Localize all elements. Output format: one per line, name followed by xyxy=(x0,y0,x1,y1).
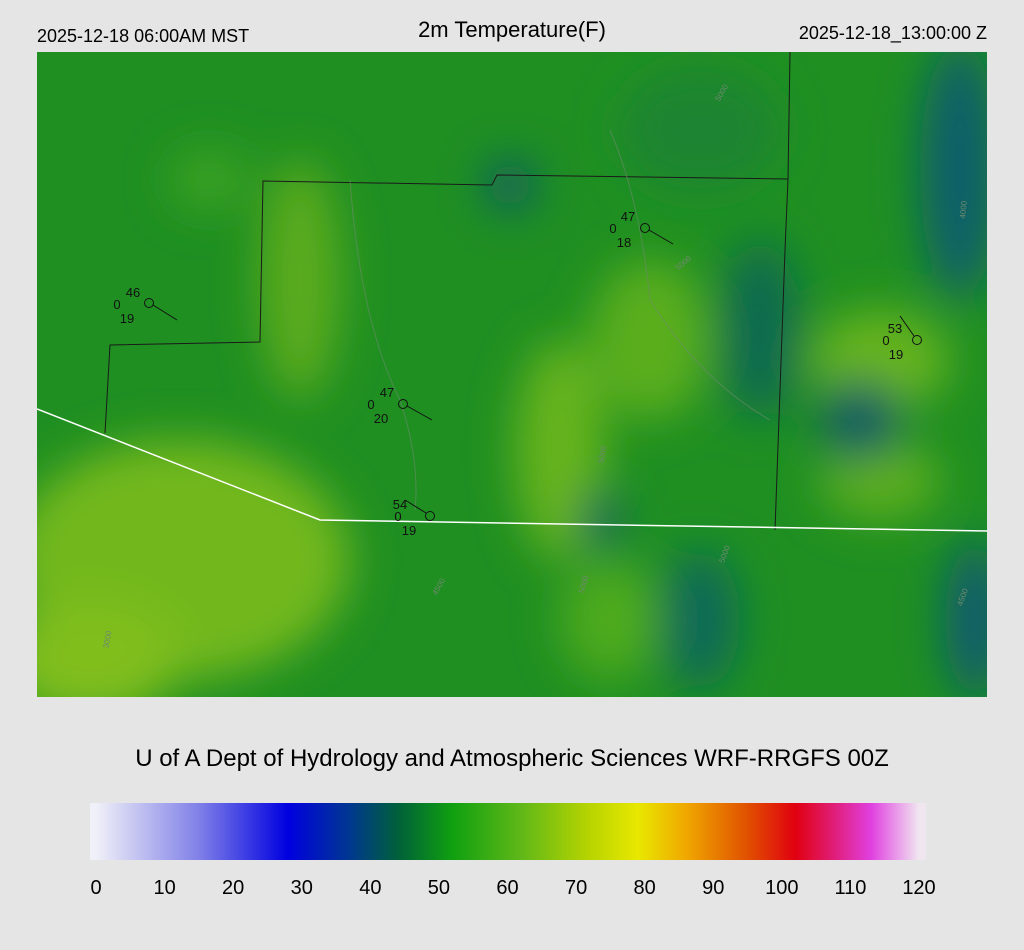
header-right: 2025-12-18_13:00:00 Z xyxy=(799,23,987,44)
temperature-field xyxy=(37,52,987,697)
station-dewpoint: 18 xyxy=(617,235,631,250)
map-title: 2m Temperature(F) xyxy=(418,17,606,42)
colorbar xyxy=(90,803,926,860)
contour-label: 5000 xyxy=(597,444,609,464)
station-dewpoint: 19 xyxy=(889,347,903,362)
station-temperature: 47 xyxy=(380,385,394,400)
state-border xyxy=(37,408,987,532)
contour-label: 4000 xyxy=(958,200,969,219)
station: 47 0 20 xyxy=(367,385,433,426)
colorbar-tick-label: 40 xyxy=(359,877,381,899)
station-temperature: 53 xyxy=(888,321,902,336)
county-border xyxy=(104,52,791,531)
header-left: 2025-12-18 06:00AM MST xyxy=(37,26,249,46)
colorbar-tick-label: 100 xyxy=(765,877,798,899)
colorbar-tick-label: 70 xyxy=(565,877,587,899)
road xyxy=(349,129,771,511)
colorbar-tick-label: 120 xyxy=(902,877,935,899)
station-temperature: 54 xyxy=(393,497,407,512)
station-dewpoint: 19 xyxy=(120,311,134,326)
colorbar-tick-label: 30 xyxy=(291,877,313,899)
station-pressure: 0 xyxy=(367,397,374,412)
station: 46 0 19 xyxy=(113,285,178,326)
colorbar-ticks: 0 10 20 30 40 50 60 70 80 90 100 110 120 xyxy=(90,877,935,899)
contour-label: 3000 xyxy=(102,629,114,649)
station-dewpoint: 20 xyxy=(374,411,388,426)
map: 46 0 19 47 0 18 53 0 19 47 0 20 xyxy=(37,52,987,697)
footer: U of A Dept of Hydrology and Atmospheric… xyxy=(135,745,889,772)
colorbar-tick-label: 10 xyxy=(153,877,175,899)
station-dewpoint: 19 xyxy=(402,523,416,538)
colorbar-tick-label: 80 xyxy=(634,877,656,899)
colorbar-tick-label: 90 xyxy=(702,877,724,899)
station: 47 0 18 xyxy=(609,209,674,250)
station-pressure: 0 xyxy=(394,509,401,524)
station: 54 0 19 xyxy=(393,497,435,538)
station-pressure: 0 xyxy=(882,333,889,348)
colorbar-tick-label: 50 xyxy=(428,877,450,899)
station-temperature: 47 xyxy=(621,209,635,224)
station: 53 0 19 xyxy=(882,315,922,362)
colorbar-tick-label: 110 xyxy=(834,877,866,899)
station-pressure: 0 xyxy=(609,221,616,236)
colorbar-tick-label: 0 xyxy=(90,877,101,899)
colorbar-tick-label: 60 xyxy=(496,877,518,899)
colorbar-tick-label: 20 xyxy=(222,877,244,899)
station-temperature: 46 xyxy=(126,285,140,300)
station-pressure: 0 xyxy=(113,297,120,312)
